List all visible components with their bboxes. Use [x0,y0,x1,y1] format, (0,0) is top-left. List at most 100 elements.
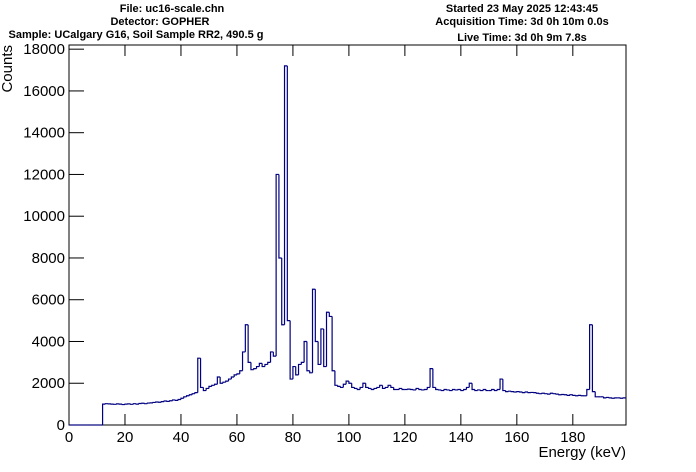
histogram-bin [328,312,333,318]
histogram-bin [250,362,254,371]
histogram-bin [471,383,475,391]
histogram-bin [393,387,397,391]
histogram-bin [171,399,176,401]
histogram-bin [281,257,285,326]
histogram-bin [188,394,193,396]
histogram-bin [356,388,361,391]
histogram-bin [339,386,344,389]
histogram-bin [264,363,268,367]
histogram-bin [146,402,151,404]
histogram-bin [185,395,190,397]
histogram-bin [241,351,246,371]
histogram-bin [320,328,324,365]
header-line: Started 23 May 2025 12:43:45 [446,3,598,15]
histogram-bin [566,394,571,396]
y-tick-label: 8000 [32,250,65,267]
histogram-bin [591,324,596,393]
histogram-bin [292,365,296,380]
histogram-bin [491,388,495,391]
histogram-bin [227,378,232,382]
histogram-bin [138,402,142,405]
histogram-bin [432,368,436,389]
histogram-bin [505,390,509,393]
histogram-bin [311,288,316,373]
histogram-bin [415,387,419,390]
histogram-bin [589,324,593,390]
histogram-bin [527,392,531,394]
histogram-bin [558,394,562,396]
histogram-bin [524,391,529,393]
histogram-bin [435,387,439,391]
x-tick-label: 120 [392,429,417,446]
histogram-bin [345,380,349,385]
histogram-bin [211,384,215,387]
y-tick-label: 16000 [23,83,65,100]
histogram-bin [468,382,473,388]
histogram-bin [216,376,221,385]
header-line: Acquisition Time: 3d 0h 10m 0.0s [435,16,608,28]
histogram-bin [549,392,554,395]
histogram-bin [236,373,240,375]
histogram-bin [426,386,431,390]
histogram-bin [443,388,447,391]
histogram-bin [440,389,445,392]
histogram-bin [521,392,526,394]
histogram-bin [213,383,218,386]
histogram-bin [384,386,389,389]
x-tick-label: 40 [173,429,190,446]
x-tick-label: 180 [560,429,585,446]
histogram-bin [101,403,106,425]
histogram-bin [370,388,375,391]
header-line: Live Time: 3d 0h 9m 7.8s [457,32,586,44]
histogram-bin [594,391,599,398]
histogram-bin [222,381,226,384]
histogram-bin [283,65,288,325]
histogram-bin [177,398,181,401]
histogram-bin [261,363,265,368]
y-tick-label: 4000 [32,333,65,350]
histogram-bin [309,370,313,374]
histogram-bin [373,387,377,390]
histogram-bin [286,65,291,322]
histogram-bin [398,387,403,390]
histogram-bin [379,384,383,388]
histogram-bin [365,383,369,389]
histogram-bin [362,382,366,388]
histogram-bin [160,401,165,403]
histogram-bin [351,383,355,389]
histogram-bin [314,289,319,343]
header-line: Detector: GOPHER [110,16,209,28]
y-axis-label: Counts [0,45,16,93]
histogram-bin [479,389,484,392]
histogram-bin [255,365,260,369]
histogram-bin [191,393,195,395]
x-tick-label: 160 [504,429,529,446]
histogram-bin [367,387,372,390]
histogram-bin [239,370,243,374]
histogram-bin [233,374,237,377]
header-line: Sample: UCalgary G16, Soil Sample RR2, 4… [9,29,264,41]
y-tick-label: 0 [57,417,65,434]
histogram-bin [499,378,503,390]
histogram-bin [199,358,204,389]
histogram-bin [197,357,201,393]
histogram-bin [297,363,302,375]
histogram-bin [323,328,327,368]
histogram-bin [493,389,498,392]
x-tick-label: 60 [229,429,246,446]
histogram-bin [535,392,540,394]
x-axis-label: Energy (keV) [538,444,626,461]
y-tick-label: 18000 [23,41,65,58]
histogram-bin [278,174,282,259]
histogram-bin [359,386,363,390]
histogram-bin [387,384,391,388]
plot-frame [68,44,627,426]
histogram-bin [325,311,330,367]
histogram-bin [306,341,310,372]
histogram-bin [477,389,481,391]
histogram-bin [390,385,394,389]
histogram-bin [449,389,453,392]
histogram-bin [230,376,235,380]
